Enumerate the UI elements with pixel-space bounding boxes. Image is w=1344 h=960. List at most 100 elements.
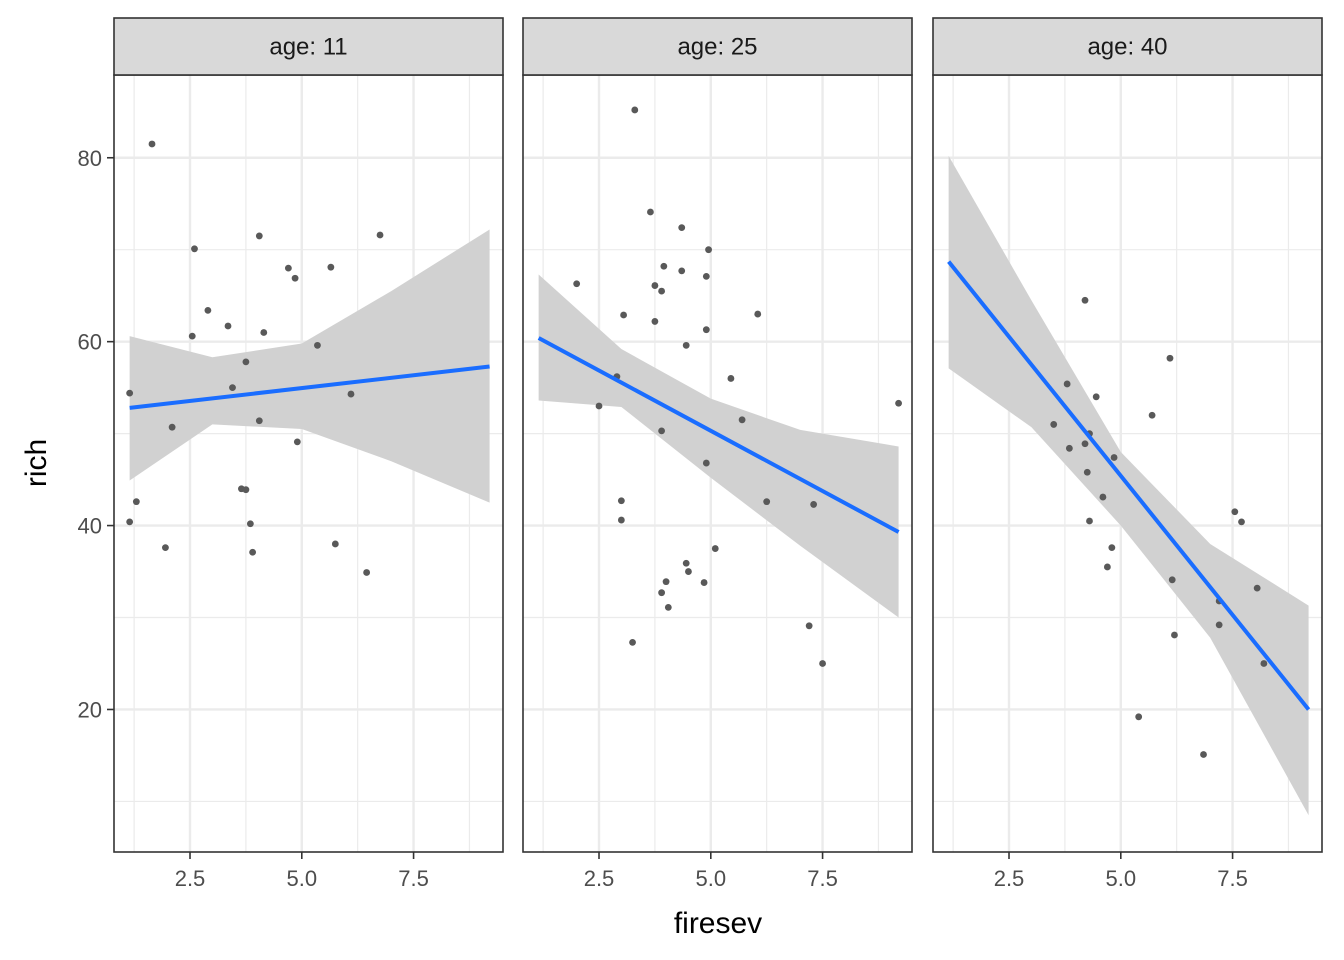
data-point	[658, 589, 666, 597]
y-tick-label: 40	[78, 514, 102, 539]
data-point	[224, 322, 232, 330]
data-point	[629, 638, 636, 646]
data-point	[682, 341, 690, 349]
y-tick-label: 80	[78, 146, 102, 171]
facet-strip-label: age: 11	[269, 34, 347, 61]
data-point	[204, 306, 212, 314]
data-point	[293, 438, 301, 446]
data-point	[819, 660, 826, 667]
data-point	[647, 208, 654, 216]
data-point	[662, 578, 670, 586]
data-point	[376, 231, 384, 239]
data-point	[895, 399, 902, 407]
x-tick-label: 7.5	[1217, 866, 1248, 891]
data-point	[805, 622, 813, 630]
data-point	[1253, 584, 1261, 592]
data-point	[242, 358, 250, 366]
data-point	[678, 267, 686, 275]
data-point	[754, 310, 762, 318]
data-point	[1099, 493, 1107, 501]
facet-strip-label: age: 40	[1087, 34, 1167, 61]
data-point	[126, 518, 134, 526]
x-axis-title: firesev	[674, 907, 762, 940]
data-point	[132, 498, 140, 506]
x-tick-label: 7.5	[398, 866, 429, 891]
data-point	[1260, 660, 1268, 667]
x-tick-label: 5.0	[695, 866, 726, 891]
data-point	[255, 417, 263, 425]
confidence-band	[129, 229, 490, 503]
data-point	[229, 384, 236, 392]
data-point	[658, 427, 666, 435]
data-point	[711, 545, 719, 552]
data-point	[188, 332, 196, 340]
y-axis: 20 40 60 80	[78, 146, 114, 722]
data-point	[763, 498, 771, 506]
data-point	[617, 497, 625, 505]
x-tick-label: 7.5	[807, 866, 838, 891]
data-point	[1065, 444, 1073, 452]
data-point	[191, 245, 198, 253]
data-point	[595, 402, 603, 410]
facet-panel: age: 11 2.5 5.0 7.5	[113, 17, 504, 891]
data-point	[242, 486, 250, 494]
y-axis-title: rich	[20, 439, 53, 487]
data-point	[651, 318, 659, 325]
data-point	[1171, 631, 1178, 639]
data-point	[260, 329, 268, 336]
regression-line	[947, 260, 1311, 711]
data-point	[620, 311, 628, 319]
data-point	[1050, 421, 1058, 428]
data-point	[1148, 411, 1156, 419]
data-point	[682, 559, 690, 567]
data-point	[249, 548, 257, 556]
data-point	[702, 272, 710, 280]
facet-strip	[113, 17, 504, 76]
data-point	[702, 459, 710, 467]
data-point	[1231, 508, 1239, 516]
facet-strip-label: age: 25	[677, 34, 757, 61]
data-point	[685, 568, 692, 575]
data-point	[1135, 713, 1143, 721]
data-point	[702, 326, 710, 334]
data-point	[314, 341, 321, 349]
data-point	[1110, 454, 1118, 461]
data-point	[727, 375, 735, 382]
regression-line	[537, 336, 900, 534]
data-point	[617, 516, 625, 524]
data-point	[347, 390, 355, 398]
data-point	[705, 246, 712, 254]
data-point	[291, 274, 299, 282]
data-point	[1166, 354, 1174, 362]
data-point	[1081, 440, 1089, 448]
data-point	[284, 264, 292, 272]
data-point	[162, 544, 169, 552]
data-point	[1215, 621, 1223, 629]
data-point	[1200, 751, 1207, 758]
data-point	[631, 106, 639, 114]
data-point	[658, 287, 666, 295]
facet-panel: age: 25 2.5 5.0 7.5	[522, 17, 913, 891]
data-point	[700, 579, 708, 586]
data-point	[810, 501, 818, 508]
regression-line	[129, 364, 490, 410]
data-point	[246, 520, 254, 528]
y-tick-label: 60	[78, 330, 102, 355]
data-point	[1092, 393, 1100, 401]
data-point	[1108, 544, 1116, 552]
data-point	[168, 423, 176, 431]
x-tick-label: 5.0	[1105, 866, 1136, 891]
y-tick-label: 20	[78, 697, 102, 722]
data-point	[1063, 380, 1071, 388]
facet-strip	[932, 17, 1323, 76]
x-tick-label: 5.0	[286, 866, 317, 891]
data-point	[255, 232, 263, 240]
data-point	[573, 280, 581, 288]
x-tick-label: 2.5	[584, 866, 615, 891]
x-tick-label: 2.5	[175, 866, 206, 891]
data-point	[1083, 468, 1091, 476]
data-point	[664, 604, 672, 611]
data-point	[126, 389, 134, 397]
data-point	[327, 263, 335, 271]
